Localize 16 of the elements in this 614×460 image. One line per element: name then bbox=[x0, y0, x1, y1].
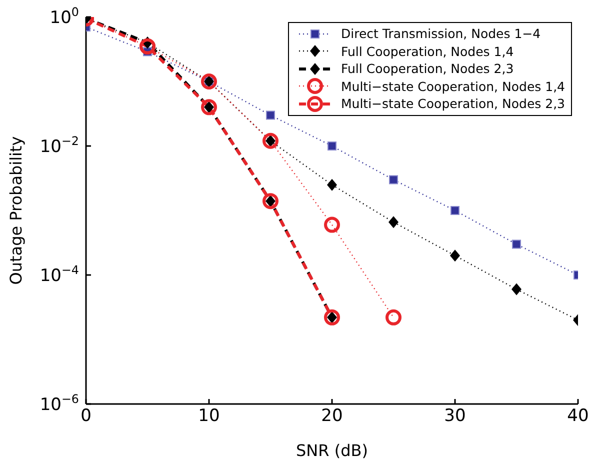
x-tick-label: 20 bbox=[321, 406, 343, 426]
x-axis-title: SNR (dB) bbox=[296, 441, 368, 460]
legend-label: Full Cooperation, Nodes 1,4 bbox=[341, 42, 514, 60]
y-tick-label: 10$^{−2}$ bbox=[40, 134, 79, 157]
y-tick-label: 10$^{0}$ bbox=[50, 5, 79, 28]
legend-label: Multi−state Cooperation, Nodes 1,4 bbox=[341, 78, 565, 95]
y-axis-title: Outage Probability bbox=[6, 136, 26, 285]
x-tick-label: 0 bbox=[80, 406, 92, 426]
legend-label: Multi−state Cooperation, Nodes 2,3 bbox=[341, 95, 565, 112]
legend-label: Full Cooperation, Nodes 2,3 bbox=[341, 60, 514, 78]
x-tick-label: 30 bbox=[444, 406, 466, 426]
y-tick-label: 10$^{−6}$ bbox=[40, 392, 79, 415]
legend-label: Direct Transmission, Nodes 1−4 bbox=[341, 25, 541, 42]
x-tick-label: 40 bbox=[567, 406, 589, 426]
y-tick-label: 10$^{−4}$ bbox=[40, 263, 79, 286]
x-tick-label: 10 bbox=[198, 406, 220, 426]
